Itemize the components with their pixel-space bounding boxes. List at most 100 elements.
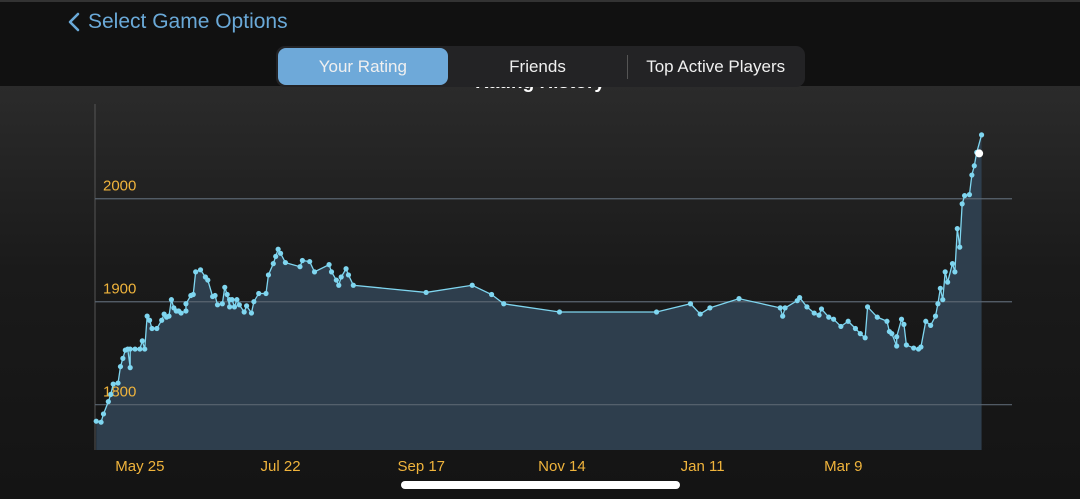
- data-point: [937, 285, 943, 291]
- data-point: [229, 297, 235, 303]
- data-point: [971, 163, 977, 169]
- data-point: [845, 318, 851, 324]
- data-point: [326, 262, 332, 268]
- data-point: [736, 296, 742, 302]
- y-tick-label: 2000: [103, 178, 136, 195]
- data-point: [311, 269, 318, 275]
- segmented-control: Your Rating Friends Top Active Players: [276, 46, 805, 87]
- data-point: [166, 313, 172, 319]
- x-tick-label: Jan 11: [681, 458, 725, 475]
- data-point: [214, 302, 221, 308]
- data-point: [653, 309, 660, 315]
- data-point: [966, 192, 973, 198]
- home-indicator[interactable]: [401, 481, 680, 489]
- data-point: [159, 317, 165, 323]
- data-point: [923, 318, 929, 324]
- data-point: [838, 323, 844, 330]
- data-point: [227, 304, 233, 310]
- data-point: [338, 274, 344, 280]
- data-point: [117, 363, 124, 370]
- data-point: [687, 301, 694, 307]
- data-point: [241, 309, 247, 315]
- data-point: [154, 325, 160, 332]
- data-point: [236, 302, 242, 308]
- data-point: [903, 342, 909, 348]
- data-point: [350, 282, 356, 288]
- data-point: [168, 297, 175, 303]
- data-point: [942, 269, 948, 275]
- y-tick-label: 1800: [103, 384, 136, 401]
- data-point: [469, 282, 475, 288]
- tab-friends[interactable]: Friends: [509, 56, 566, 76]
- data-point: [205, 277, 211, 283]
- data-point: [142, 346, 148, 352]
- data-point: [190, 291, 196, 298]
- data-point: [952, 269, 958, 275]
- data-point: [707, 305, 713, 311]
- data-point: [270, 261, 276, 267]
- data-point: [197, 267, 204, 273]
- data-point: [137, 346, 143, 352]
- data-point: [969, 172, 975, 178]
- data-point: [127, 346, 133, 352]
- data-point: [901, 321, 907, 327]
- data-point: [961, 193, 968, 199]
- data-point: [244, 303, 250, 309]
- data-point: [780, 313, 786, 319]
- data-point: [959, 201, 965, 207]
- data-point: [488, 291, 495, 298]
- data-point: [894, 334, 900, 340]
- data-point: [957, 244, 963, 250]
- data-point: [826, 314, 832, 320]
- data-point: [256, 290, 262, 297]
- data-point: [146, 317, 153, 323]
- chevron-left-icon: [68, 12, 80, 32]
- back-button[interactable]: Select Game Options: [68, 10, 288, 34]
- data-point: [954, 226, 960, 232]
- data-point: [894, 343, 900, 349]
- data-point: [423, 289, 429, 296]
- data-point: [501, 301, 507, 307]
- data-point: [811, 310, 817, 316]
- area-fill: [96, 134, 982, 450]
- data-point: [149, 325, 155, 332]
- data-point: [932, 313, 939, 319]
- data-point: [345, 272, 352, 278]
- x-tick-label: May 25: [115, 458, 164, 475]
- y-tick-label: 1900: [103, 281, 136, 298]
- tab-top-active-players[interactable]: Top Active Players: [646, 56, 786, 76]
- data-point: [782, 305, 788, 311]
- x-tick-label: Mar 9: [824, 458, 862, 475]
- x-tick-label: Jul 22: [261, 458, 301, 475]
- data-point: [224, 291, 230, 298]
- data-point: [265, 272, 272, 278]
- data-point: [918, 344, 924, 350]
- data-point: [818, 306, 825, 312]
- data-point: [248, 310, 255, 316]
- data-point: [777, 305, 783, 311]
- data-point: [333, 277, 339, 283]
- data-point: [105, 399, 111, 405]
- data-point: [831, 316, 837, 322]
- data-point: [98, 419, 104, 425]
- data-point: [864, 304, 871, 310]
- data-point: [874, 314, 880, 320]
- data-point: [108, 391, 114, 397]
- data-point: [277, 250, 284, 256]
- data-point: [797, 294, 803, 301]
- tab-your-rating[interactable]: Your Rating: [278, 48, 448, 85]
- data-point: [336, 282, 342, 288]
- highlighted-point: [975, 149, 984, 158]
- data-point: [328, 269, 335, 275]
- data-point: [804, 304, 810, 310]
- data-point: [234, 297, 240, 303]
- data-point: [857, 331, 863, 337]
- x-tick-label: Sep 17: [397, 458, 445, 475]
- data-point: [697, 311, 703, 317]
- data-point: [120, 355, 126, 361]
- tab-divider: [627, 54, 629, 79]
- data-point: [93, 418, 99, 424]
- data-point: [183, 301, 189, 307]
- data-point: [299, 257, 305, 264]
- chart-title: Rating History: [0, 86, 1080, 94]
